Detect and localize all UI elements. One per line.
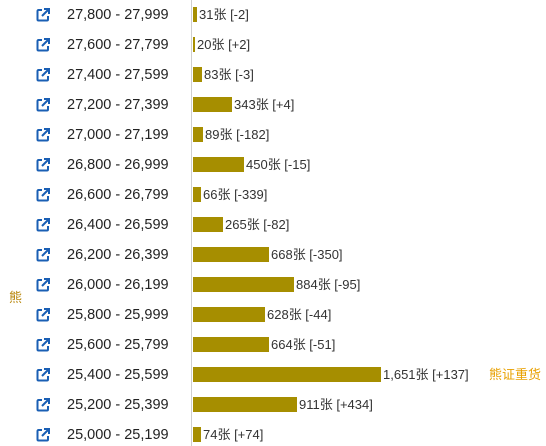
- bar: [193, 157, 244, 172]
- bar: [193, 37, 195, 52]
- chart-row: 27,200 - 27,399 343张 [+4]: [0, 90, 546, 120]
- chart-row: 25,800 - 25,999 628张 [-44]: [0, 300, 546, 330]
- chart-row: 25,400 - 25,599 1,651张 [+137]: [0, 360, 546, 390]
- bar-value-label: 884张 [-95]: [296, 277, 361, 292]
- external-link-icon[interactable]: [36, 398, 50, 412]
- external-link-icon[interactable]: [36, 8, 50, 22]
- range-label: 26,400 - 26,599: [67, 217, 169, 233]
- bar: [193, 427, 201, 442]
- external-link-icon[interactable]: [36, 128, 50, 142]
- chart-row: 26,600 - 26,799 66张 [-339]: [0, 180, 546, 210]
- bar-axis: [191, 0, 192, 446]
- chart-row: 27,000 - 27,199 89张 [-182]: [0, 120, 546, 150]
- bar: [193, 217, 223, 232]
- external-link-icon[interactable]: [36, 68, 50, 82]
- bar: [193, 247, 269, 262]
- chart-row: 26,000 - 26,199 884张 [-95]: [0, 270, 546, 300]
- external-link-icon[interactable]: [36, 38, 50, 52]
- bar: [193, 367, 381, 382]
- range-label: 27,600 - 27,799: [67, 37, 169, 53]
- bar: [193, 7, 197, 22]
- chart-row: 25,000 - 25,199 74张 [+74]: [0, 420, 546, 446]
- bar-value-label: 89张 [-182]: [205, 127, 270, 142]
- external-link-icon[interactable]: [36, 248, 50, 262]
- chart-row: 26,200 - 26,399 668张 [-350]: [0, 240, 546, 270]
- external-link-icon[interactable]: [36, 308, 50, 322]
- range-label: 25,400 - 25,599: [67, 367, 169, 383]
- chart-row: 26,400 - 26,599 265张 [-82]: [0, 210, 546, 240]
- chart-row: 26,800 - 26,999 450张 [-15]: [0, 150, 546, 180]
- external-link-icon[interactable]: [36, 188, 50, 202]
- external-link-icon[interactable]: [36, 368, 50, 382]
- range-label: 25,800 - 25,999: [67, 307, 169, 323]
- bar-value-label: 668张 [-350]: [271, 247, 343, 262]
- chart-row: 25,200 - 25,399 911张 [+434]: [0, 390, 546, 420]
- bar: [193, 187, 201, 202]
- bar-value-label: 628张 [-44]: [267, 307, 332, 322]
- external-link-icon[interactable]: [36, 338, 50, 352]
- range-label: 27,800 - 27,999: [67, 7, 169, 23]
- bar-value-label: 911张 [+434]: [299, 397, 373, 412]
- bar-value-label: 1,651张 [+137]: [383, 367, 469, 382]
- range-label: 25,600 - 25,799: [67, 337, 169, 353]
- external-link-icon[interactable]: [36, 278, 50, 292]
- range-label: 27,400 - 27,599: [67, 67, 169, 83]
- bar-value-label: 20张 [+2]: [197, 37, 251, 52]
- bar: [193, 127, 203, 142]
- bar: [193, 307, 265, 322]
- range-label: 27,200 - 27,399: [67, 97, 169, 113]
- external-link-icon[interactable]: [36, 158, 50, 172]
- external-link-icon[interactable]: [36, 428, 50, 442]
- chart-row: 27,400 - 27,599 83张 [-3]: [0, 60, 546, 90]
- chart-row: 27,600 - 27,799 20张 [+2]: [0, 30, 546, 60]
- range-label: 25,000 - 25,199: [67, 427, 169, 443]
- bar-value-label: 74张 [+74]: [203, 427, 264, 442]
- bar-value-label: 31张 [-2]: [199, 7, 249, 22]
- chart-row: 25,600 - 25,799 664张 [-51]: [0, 330, 546, 360]
- bar: [193, 97, 232, 112]
- bar: [193, 67, 202, 82]
- range-label: 26,000 - 26,199: [67, 277, 169, 293]
- bar-value-label: 265张 [-82]: [225, 217, 290, 232]
- range-label: 26,200 - 26,399: [67, 247, 169, 263]
- bar: [193, 397, 297, 412]
- bar-value-label: 83张 [-3]: [204, 67, 254, 82]
- bar-value-label: 664张 [-51]: [271, 337, 336, 352]
- heavy-holdings-note: 熊证重货: [489, 367, 542, 382]
- bar-value-label: 66张 [-339]: [203, 187, 268, 202]
- bar: [193, 337, 269, 352]
- chart-row: 27,800 - 27,999 31张 [-2]: [0, 0, 546, 30]
- bar: [193, 277, 294, 292]
- range-label: 26,800 - 26,999: [67, 157, 169, 173]
- range-label: 25,200 - 25,399: [67, 397, 169, 413]
- side-label-bear: 熊: [9, 290, 23, 305]
- external-link-icon[interactable]: [36, 218, 50, 232]
- bar-value-label: 450张 [-15]: [246, 157, 311, 172]
- bar-value-label: 343张 [+4]: [234, 97, 295, 112]
- range-label: 27,000 - 27,199: [67, 127, 169, 143]
- range-label: 26,600 - 26,799: [67, 187, 169, 203]
- external-link-icon[interactable]: [36, 98, 50, 112]
